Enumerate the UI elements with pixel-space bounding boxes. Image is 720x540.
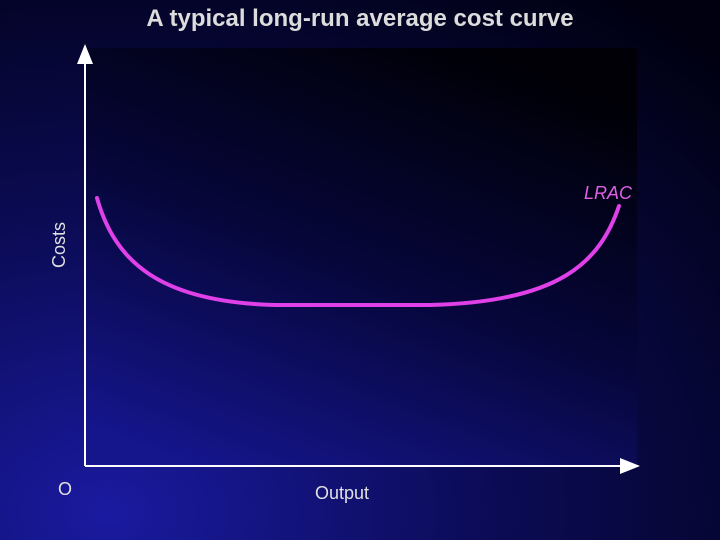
y-axis-label: Costs (49, 222, 69, 268)
plot-area (86, 48, 637, 466)
curve-label: LRAC (584, 183, 633, 203)
title: A typical long-run average cost curve (146, 5, 573, 32)
x-axis-label: Output (315, 483, 369, 503)
lrac-curve (95, 196, 621, 307)
origin-label: O (58, 479, 72, 499)
